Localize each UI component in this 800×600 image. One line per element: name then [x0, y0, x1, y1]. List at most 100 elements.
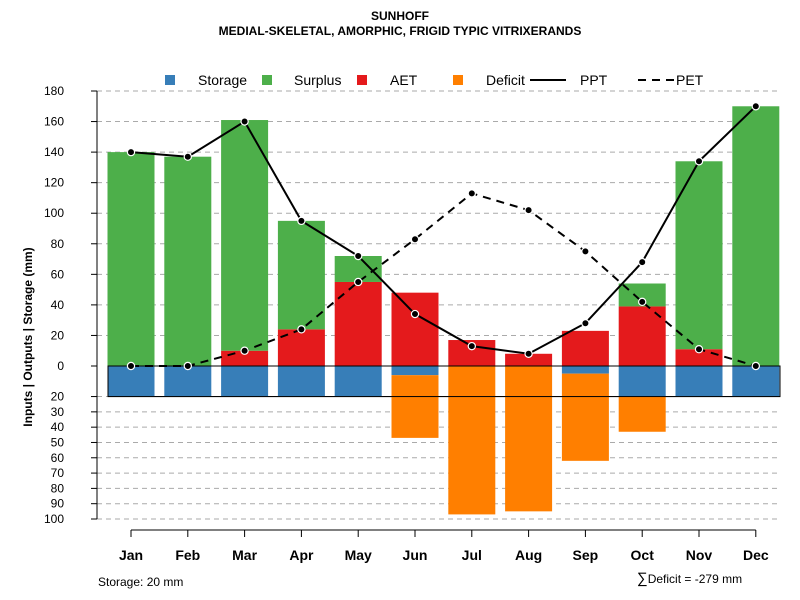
legend-swatch — [262, 75, 272, 85]
x-tick-label: Sep — [573, 547, 599, 563]
deficit-bar — [391, 375, 439, 438]
y-tick-label: 100 — [44, 512, 64, 526]
sum-symbol: ∑ — [637, 570, 648, 587]
pet-line-point — [183, 361, 192, 371]
x-tick-label: Apr — [289, 547, 314, 563]
pet-line-point — [297, 325, 306, 334]
storage-bar — [561, 366, 609, 374]
ppt-line-point — [467, 341, 476, 351]
legend-label: Surplus — [294, 72, 341, 88]
x-tick-label: Nov — [686, 547, 713, 563]
storage-bar — [618, 366, 666, 397]
ppt-line-point — [410, 309, 420, 319]
pet-line-point — [410, 234, 420, 244]
y-tick-label: 90 — [51, 497, 65, 511]
x-tick-label: Mar — [232, 547, 257, 563]
legend-swatch — [453, 75, 463, 85]
surplus-bar — [675, 161, 723, 350]
surplus-bar — [277, 220, 325, 330]
legend-label: AET — [390, 72, 418, 88]
surplus-bar — [107, 152, 155, 366]
aet-bar — [618, 306, 666, 366]
y-tick-label: 40 — [51, 420, 65, 434]
ppt-line-point — [524, 349, 533, 358]
x-tick-label: Aug — [515, 547, 542, 563]
y-tick-label: 120 — [44, 176, 64, 190]
legend-label: PET — [676, 72, 704, 88]
y-axis-label: Inputs | Outputs | Storage (mm) — [21, 247, 35, 427]
storage-bar — [107, 366, 155, 397]
pet-line-point — [638, 297, 647, 307]
y-tick-label: 100 — [44, 206, 64, 220]
deficit-bar — [561, 373, 609, 461]
x-tick-label: May — [345, 547, 372, 563]
storage-bar — [334, 366, 382, 397]
storage-bar — [391, 366, 439, 376]
storage-bar — [732, 366, 780, 397]
pet-line-point — [751, 361, 761, 371]
deficit-bar — [448, 366, 496, 515]
y-tick-label: 50 — [51, 435, 65, 449]
ppt-line-point — [240, 117, 249, 126]
pet-line-point — [467, 189, 476, 198]
ppt-line-point — [694, 157, 704, 166]
y-tick-label: 80 — [51, 237, 65, 251]
aet-bar — [505, 353, 553, 366]
deficit-bar — [618, 396, 666, 432]
storage-bar — [221, 366, 269, 397]
ppt-line-point — [297, 216, 306, 226]
ppt-line-point — [126, 147, 136, 157]
y-tick-label: 40 — [51, 298, 65, 312]
y-tick-label: 20 — [51, 390, 65, 404]
ppt-line-point — [581, 319, 590, 328]
deficit-bar — [505, 366, 553, 512]
pet-line-point — [240, 346, 249, 355]
y-tick-label: 160 — [44, 115, 64, 129]
ppt-line-point — [751, 102, 761, 111]
legend-label: Deficit — [486, 72, 525, 88]
pet-line-point — [126, 361, 136, 371]
storage-footnote: Storage: 20 mm — [98, 575, 184, 589]
y-tick-label: 30 — [51, 405, 65, 419]
ppt-line — [130, 105, 757, 355]
pet-line-point — [524, 205, 533, 215]
y-tick-label: 0 — [57, 359, 64, 373]
storage-bar — [675, 366, 723, 397]
pet-line-point — [354, 277, 363, 287]
legend-swatch — [165, 75, 175, 85]
storage-bar — [277, 366, 325, 397]
chart-subtitle: MEDIAL-SKELETAL, AMORPHIC, FRIGID TYPIC … — [218, 24, 582, 38]
y-tick-label: 60 — [51, 267, 65, 281]
legend-swatch — [357, 75, 367, 85]
surplus-bar — [164, 156, 212, 366]
x-tick-label: Jan — [119, 547, 143, 563]
aet-bar — [391, 292, 439, 366]
pet-line-point — [581, 247, 590, 256]
aet-bar — [561, 330, 609, 366]
pet-line-point — [694, 344, 704, 354]
y-tick-label: 20 — [51, 328, 65, 342]
y-tick-label: 140 — [44, 145, 64, 159]
y-tick-label: 80 — [51, 481, 65, 495]
x-tick-label: Dec — [743, 547, 769, 563]
deficit-footnote: ∑Deficit = -279 mm — [637, 570, 742, 587]
surplus-bar — [618, 283, 666, 307]
pet-line — [131, 192, 757, 367]
y-tick-label: 60 — [51, 451, 65, 465]
surplus-bar — [221, 120, 269, 351]
y-tick-label: 70 — [51, 466, 65, 480]
ppt-line-point — [638, 257, 647, 267]
x-tick-label: Oct — [631, 547, 655, 563]
surplus-bar — [732, 106, 780, 367]
ppt-line-point — [354, 251, 363, 261]
deficit-total: Deficit = -279 mm — [647, 572, 743, 586]
legend-label: Storage — [198, 72, 247, 88]
y-tick-label: 180 — [44, 84, 64, 98]
legend-label: PPT — [580, 72, 608, 88]
x-tick-label: Feb — [175, 547, 200, 563]
storage-bar — [164, 366, 212, 397]
ppt-line-point — [183, 152, 192, 161]
chart-title: SUNHOFF — [371, 9, 429, 23]
x-tick-label: Jul — [462, 547, 482, 563]
